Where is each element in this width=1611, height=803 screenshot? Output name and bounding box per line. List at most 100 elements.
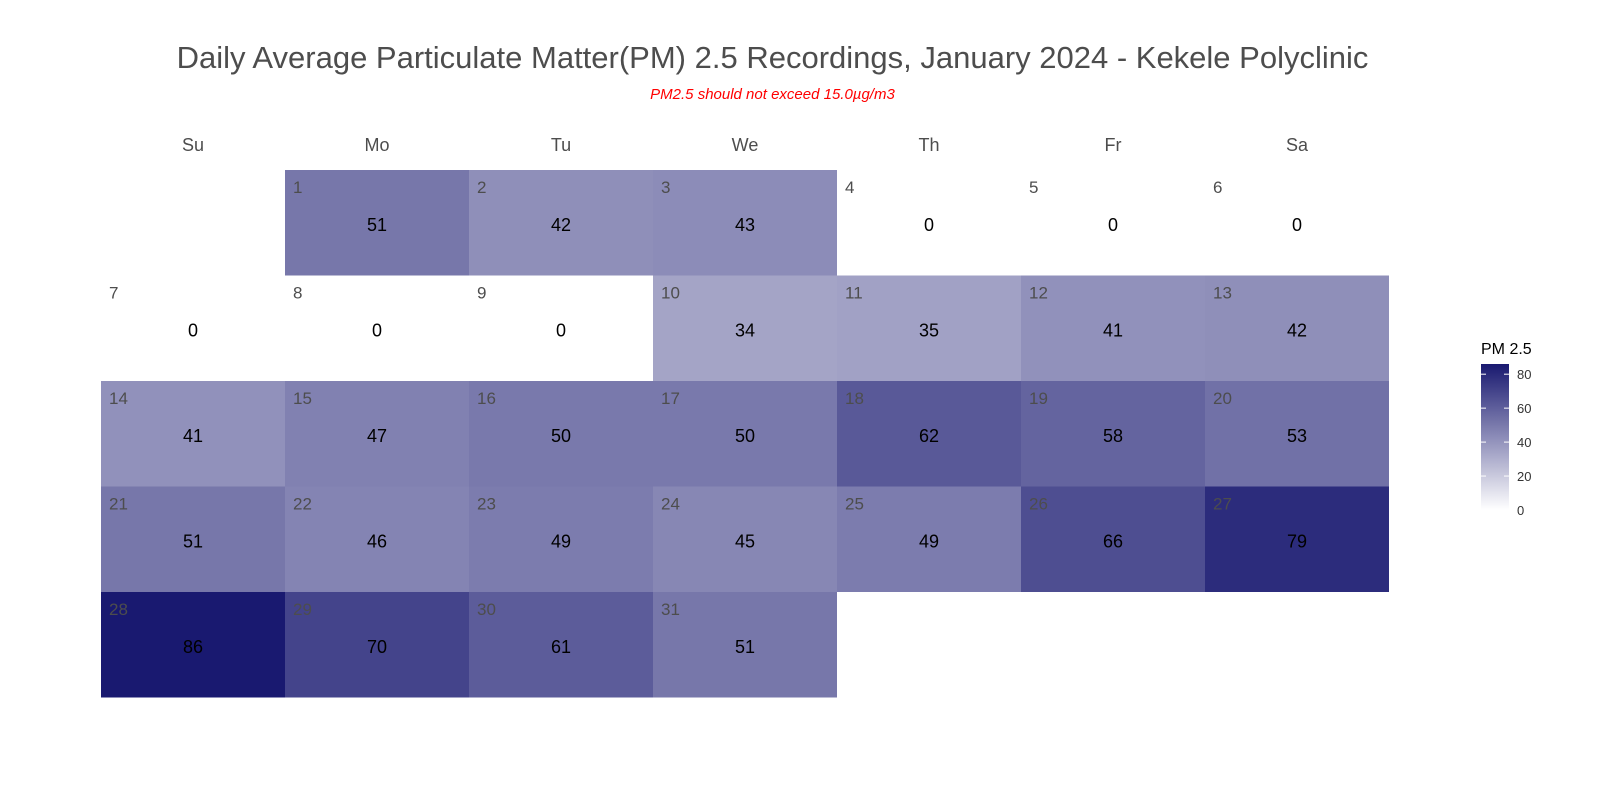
day-cell-31 [653,592,837,698]
day-number-2: 2 [477,178,486,197]
day-cell-8 [285,275,469,381]
day-cell-27 [1205,486,1389,592]
day-cell-30 [469,592,653,698]
day-cell-26 [1021,486,1205,592]
day-cell-20 [1205,381,1389,487]
day-cell-24 [653,486,837,592]
day-cell-5 [1021,170,1205,276]
day-value-24: 45 [735,532,755,552]
legend-colorbar [1481,364,1509,510]
day-value-21: 51 [183,532,203,552]
day-number-31: 31 [661,600,680,619]
day-cell-19 [1021,381,1205,487]
day-number-16: 16 [477,389,496,408]
weekday-label-fr: Fr [1105,135,1122,155]
day-number-25: 25 [845,495,864,514]
legend-tick-label-60: 60 [1517,401,1531,416]
day-number-20: 20 [1213,389,1232,408]
day-value-31: 51 [735,637,755,657]
day-number-4: 4 [845,178,854,197]
day-value-10: 34 [735,321,755,341]
weekday-label-su: Su [182,135,204,155]
day-cell-16 [469,381,653,487]
day-value-11: 35 [919,321,939,341]
day-number-28: 28 [109,600,128,619]
day-cell-23 [469,486,653,592]
day-number-29: 29 [293,600,312,619]
day-value-27: 79 [1287,532,1307,552]
day-number-23: 23 [477,495,496,514]
day-number-8: 8 [293,284,302,303]
day-value-18: 62 [919,426,939,446]
day-number-18: 18 [845,389,864,408]
day-number-11: 11 [845,284,863,303]
day-value-3: 43 [735,215,755,235]
day-cell-22 [285,486,469,592]
day-cell-15 [285,381,469,487]
day-number-7: 7 [109,284,118,303]
day-number-27: 27 [1213,495,1232,514]
day-value-26: 66 [1103,532,1123,552]
day-cell-11 [837,275,1021,381]
chart-subtitle: PM2.5 should not exceed 15.0µg/m3 [650,86,895,103]
day-cell-1 [285,170,469,276]
day-cell-10 [653,275,837,381]
day-cell-9 [469,275,653,381]
day-number-30: 30 [477,600,496,619]
day-cell-7 [101,275,285,381]
day-value-15: 47 [367,426,387,446]
day-value-19: 58 [1103,426,1123,446]
day-cell-29 [285,592,469,698]
day-value-25: 49 [919,532,939,552]
day-number-3: 3 [661,178,670,197]
weekday-label-th: Th [918,135,939,155]
day-value-5: 0 [1108,215,1118,235]
day-cell-25 [837,486,1021,592]
legend-tick-label-0: 0 [1517,503,1524,518]
day-cell-18 [837,381,1021,487]
day-number-24: 24 [661,495,680,514]
day-value-29: 70 [367,637,387,657]
day-value-7: 0 [188,321,198,341]
day-value-1: 51 [367,215,387,235]
legend: PM 2.5 0 20 40 60 80 [1481,341,1532,518]
day-value-30: 61 [551,637,571,657]
day-number-19: 19 [1029,389,1048,408]
day-number-1: 1 [293,178,302,197]
day-number-14: 14 [109,389,128,408]
day-cell-6 [1205,170,1389,276]
day-value-6: 0 [1292,215,1302,235]
day-cell-28 [101,592,285,698]
weekday-label-tu: Tu [551,135,571,155]
day-number-12: 12 [1029,284,1048,303]
day-number-10: 10 [661,284,680,303]
day-value-14: 41 [183,426,203,446]
day-number-13: 13 [1213,284,1232,303]
day-number-9: 9 [477,284,486,303]
legend-title: PM 2.5 [1481,341,1532,358]
day-value-20: 53 [1287,426,1307,446]
day-number-15: 15 [293,389,312,408]
day-value-22: 46 [367,532,387,552]
legend-tick-label-20: 20 [1517,469,1531,484]
day-cell-14 [101,381,285,487]
day-cell-21 [101,486,285,592]
day-number-26: 26 [1029,495,1048,514]
day-value-9: 0 [556,321,566,341]
day-cell-17 [653,381,837,487]
day-value-28: 86 [183,637,203,657]
day-value-23: 49 [551,532,571,552]
legend-tick-label-40: 40 [1517,435,1531,450]
chart-title: Daily Average Particulate Matter(PM) 2.5… [176,40,1369,75]
day-cell-4 [837,170,1021,276]
day-cell-12 [1021,275,1205,381]
legend-tick-label-80: 80 [1517,367,1531,382]
day-value-8: 0 [372,321,382,341]
day-value-2: 42 [551,215,571,235]
weekday-label-sa: Sa [1286,135,1309,155]
day-number-22: 22 [293,495,312,514]
day-value-4: 0 [924,215,934,235]
day-cell-3 [653,170,837,276]
day-number-5: 5 [1029,178,1038,197]
